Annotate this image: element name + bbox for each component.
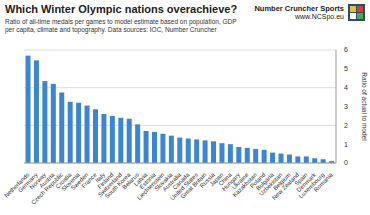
svg-text:Hungary: Hungary [220,171,242,192]
svg-text:Denmark: Denmark [295,171,317,194]
svg-text:Slovenia: Slovenia [60,171,81,193]
svg-text:Luxembourg: Luxembourg [297,171,326,200]
svg-text:Estonia: Estonia [138,171,157,191]
svg-text:South Korea: South Korea [103,171,132,200]
svg-text:Poland: Poland [249,171,267,190]
svg-text:United States: United States [169,171,199,202]
svg-text:China: China [217,171,233,187]
svg-text:Kazakhstan: Kazakhstan [231,171,258,199]
svg-text:Italy: Italy [94,171,107,184]
svg-text:Switzerland: Switzerland [96,171,124,198]
svg-text:Liechtenstein: Liechtenstein [136,171,166,201]
svg-text:Ukraine: Ukraine [230,171,250,191]
svg-text:Bulgaria: Bulgaria [255,171,275,192]
html-text:Ratio of all-time medals per g: Ratio of all-time medals per games to mo… [5,18,237,33]
svg-text:Ratio of actual to model: Ratio of actual to model [361,72,362,141]
html-text:Which Winter Olympic nations o: Which Winter Olympic nations overachieve… [5,3,238,15]
svg-text:Germany: Germany [17,171,39,194]
svg-text:1: 1 [344,141,348,148]
svg-text:Norway: Norway [28,171,48,191]
svg-text:Belarus: Belarus [121,171,140,191]
html-text:Number Cruncher Sports: Number Cruncher Sports [254,4,344,13]
svg-text:Austria: Austria [38,171,56,190]
svg-text:Australia: Australia [161,171,183,193]
svg-text:6: 6 [344,46,348,53]
svg-text:Belgium: Belgium [272,171,292,192]
svg-text:Romania: Romania [313,171,335,193]
svg-text:3: 3 [344,103,348,110]
svg-text:Canada: Canada [171,171,191,191]
svg-text:Russia: Russia [198,171,216,189]
svg-text:Croatia: Croatia [54,171,73,190]
svg-text:Czech Republic: Czech Republic [30,171,65,206]
svg-text:Latvia: Latvia [132,171,149,188]
svg-text:France: France [80,171,98,190]
svg-text:Spain: Spain [293,171,309,187]
svg-text:2: 2 [344,122,348,129]
svg-text:Uzbekistan: Uzbekistan [258,171,284,197]
svg-text:Great Britain: Great Britain [179,171,208,200]
svg-text:Japan: Japan [208,171,225,188]
svg-text:Slovakia: Slovakia [153,171,174,192]
svg-text:Finland: Finland [96,171,115,190]
svg-text:New Zealand: New Zealand [271,172,300,201]
svg-text:5: 5 [344,65,348,72]
svg-text:0: 0 [344,159,348,166]
svg-text:Sweden: Sweden [69,171,90,192]
svg-text:4: 4 [344,84,348,91]
html-text:www.NCSpo.eu: www.NCSpo.eu [295,13,344,20]
